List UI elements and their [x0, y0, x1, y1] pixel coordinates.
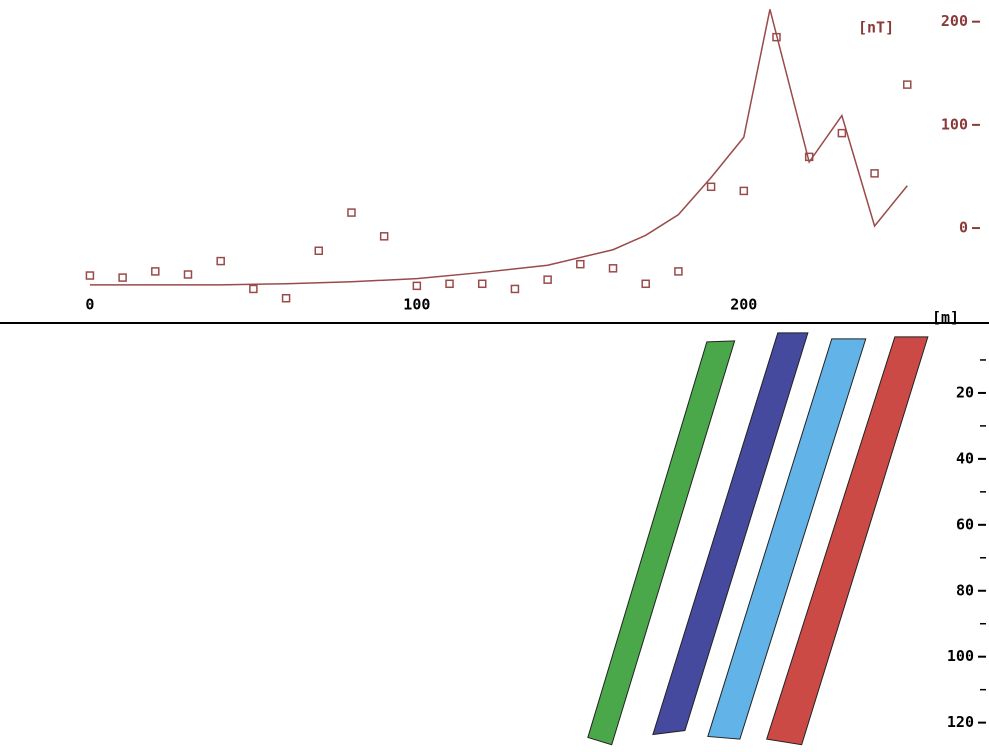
x-tick-label: 100: [403, 296, 430, 314]
y-tick-label: 200: [941, 12, 968, 30]
y-tick-label: 0: [959, 219, 968, 237]
y-tick-label: 20: [956, 383, 974, 401]
y-tick-label: 80: [956, 581, 974, 599]
y-tick-label: 60: [956, 515, 974, 533]
y-tick-label: 100: [941, 115, 968, 133]
x-axis-label: [m]: [932, 309, 959, 327]
y-tick-label: 100: [947, 647, 974, 665]
y-tick-label: 40: [956, 449, 974, 467]
x-tick-label: 0: [85, 296, 94, 314]
y-tick-label: 120: [947, 713, 974, 731]
y-axis-label: [nT]: [858, 19, 894, 37]
x-tick-label: 200: [730, 296, 757, 314]
profile-chart: [nT] [m] 0 100 200 0 100 200 20 40 60 80 100 120: [0, 0, 989, 752]
